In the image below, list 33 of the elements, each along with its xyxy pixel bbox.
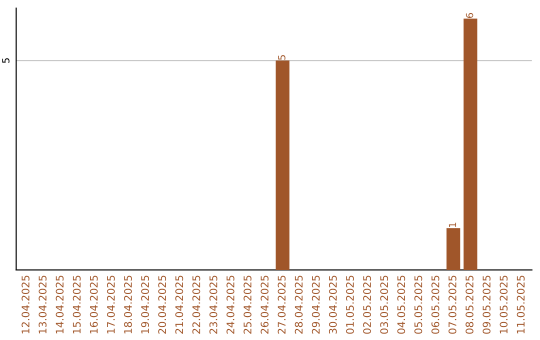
x-tick-label: 13.04.2025 — [38, 276, 47, 334]
x-tick-label: 07.05.2025 — [448, 276, 456, 334]
x-tick-label: 28.04.2025 — [294, 276, 303, 334]
x-tick-label: 12.04.2025 — [22, 276, 30, 334]
x-tick-label: 05.05.2025 — [414, 276, 422, 334]
x-tick-label: 29.04.2025 — [312, 276, 320, 334]
x-tick-label: 26.04.2025 — [260, 276, 269, 334]
x-tick-label: 30.04.2025 — [328, 276, 337, 334]
x-tick-label: 02.05.2025 — [363, 276, 371, 334]
x-tick-label: 22.04.2025 — [192, 276, 200, 334]
x-tick-label: 01.05.2025 — [346, 276, 354, 334]
x-tick-label: 19.04.2025 — [141, 276, 149, 334]
data-label: 5 — [278, 55, 286, 60]
x-tick-label: 27.04.2025 — [278, 276, 286, 334]
x-tick-label: 24.04.2025 — [226, 276, 234, 334]
x-tick-label: 03.05.2025 — [380, 276, 388, 334]
x-tick-label: 23.04.2025 — [209, 276, 218, 334]
x-tick-label: 08.05.2025 — [466, 276, 474, 334]
data-label: 6 — [466, 13, 474, 18]
x-tick-label: 17.04.2025 — [106, 276, 115, 334]
x-tick-label: 16.04.2025 — [90, 276, 98, 334]
x-tick-label: 11.05.2025 — [516, 276, 525, 334]
x-tick-label: 14.04.2025 — [56, 276, 64, 334]
x-tick-label: 21.04.2025 — [175, 276, 184, 334]
x-tick-label: 10.05.2025 — [500, 276, 508, 334]
x-tick-label: 20.04.2025 — [158, 276, 166, 334]
x-tick-label: 04.05.2025 — [397, 276, 406, 334]
x-tick-label: 06.05.2025 — [431, 276, 440, 334]
x-tick-label: 18.04.2025 — [124, 276, 132, 334]
x-tick-label: 09.05.2025 — [482, 276, 491, 334]
data-label: 1 — [448, 222, 456, 228]
x-tick-label: 25.04.2025 — [244, 276, 252, 334]
x-tick-label: 15.04.2025 — [72, 276, 81, 334]
